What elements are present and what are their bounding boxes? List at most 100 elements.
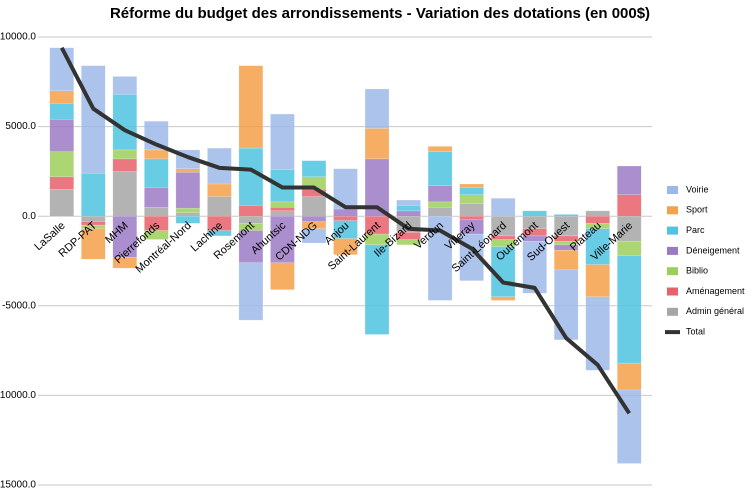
legend-label: Sport <box>686 205 708 215</box>
bar-segment <box>617 362 642 391</box>
bar-segment <box>333 220 358 239</box>
bar-segment <box>459 215 484 221</box>
bar-segment <box>459 203 484 217</box>
bar-segment <box>585 264 610 298</box>
bar-segment <box>49 103 74 120</box>
bar-segment <box>270 113 295 170</box>
bar-segment <box>207 196 232 217</box>
bar-segment <box>617 165 642 195</box>
legend-swatch <box>667 186 678 194</box>
bar-segment <box>175 212 201 217</box>
bar-segment <box>553 269 579 341</box>
y-tick-label: -5000.0 <box>2 300 36 311</box>
bar-segment <box>301 160 327 178</box>
legend-label: Parc <box>686 225 705 235</box>
bar-segment <box>585 296 610 371</box>
bar-segment <box>427 146 453 152</box>
bar-segment <box>175 207 201 213</box>
bar-segment <box>270 206 295 212</box>
bar-segment <box>617 194 642 217</box>
legend-swatch <box>667 226 678 235</box>
y-tick-label: -15000.0 <box>0 480 36 491</box>
y-tick-label: 0.0 <box>22 211 36 222</box>
bar-segment <box>238 147 264 206</box>
bar-segment <box>112 171 138 217</box>
bar-segment <box>617 255 642 364</box>
bar-segment <box>238 205 264 217</box>
bar-segment <box>112 257 138 269</box>
chart-title: Réforme du budget des arrondissements - … <box>110 5 650 22</box>
total-line <box>59 46 631 415</box>
legend-label: Admin général <box>686 306 744 316</box>
bar-segment <box>333 208 358 217</box>
legend-label: Total <box>686 326 705 336</box>
bar-segment <box>175 168 201 173</box>
bar-segment <box>617 241 642 256</box>
bar-segment <box>396 205 421 212</box>
bar-segment <box>427 215 453 301</box>
bar-segment <box>490 296 516 301</box>
bar-segment <box>144 149 169 160</box>
bar-segment <box>175 172 201 209</box>
bar-segment <box>81 228 106 260</box>
legend-label: Aménagement <box>686 286 745 296</box>
bar-segment <box>490 198 516 217</box>
bar-segment <box>207 230 232 237</box>
bar-segment <box>553 214 579 217</box>
bar-segment <box>270 210 295 217</box>
legend-swatch <box>667 246 678 255</box>
bar-segment <box>427 206 453 217</box>
bar-segment <box>364 128 390 160</box>
bar-segment <box>49 90 74 104</box>
bar-segment <box>617 389 642 464</box>
bar-segment <box>396 239 421 246</box>
bar-segment <box>144 206 169 217</box>
bar-segment <box>175 215 201 224</box>
legend-swatch <box>667 267 678 276</box>
bar-segment <box>207 183 232 197</box>
bar-segment <box>144 158 169 188</box>
bar-segment <box>81 215 106 222</box>
bar-segment <box>396 199 421 206</box>
legend-swatch <box>667 206 678 215</box>
y-tick-label: -10000.0 <box>0 390 36 401</box>
bar-segment <box>144 187 169 208</box>
bar-segment <box>459 194 484 204</box>
bar-segment <box>364 244 390 335</box>
bar-segment <box>427 151 453 186</box>
bar-segment <box>112 76 138 95</box>
bar-segment <box>238 262 264 321</box>
bar-segment <box>270 262 295 290</box>
bar-segment <box>333 215 358 221</box>
bar-segment <box>585 210 610 217</box>
bar-segment <box>144 230 169 240</box>
bar-segment <box>522 210 547 217</box>
bar-segment <box>49 151 74 178</box>
bar-segment <box>112 149 138 160</box>
bar-segment <box>49 47 74 92</box>
bar-segment <box>49 176 74 190</box>
bar-segment <box>459 183 484 188</box>
legend-swatch <box>667 307 678 316</box>
bar-segment <box>49 189 74 217</box>
y-tick-label: 5000.0 <box>5 121 36 132</box>
legend-label: Déneigement <box>686 245 740 255</box>
legend-label: Voirie <box>686 184 709 194</box>
bar-segment <box>522 241 547 294</box>
bar-segment <box>396 210 421 217</box>
bar-segment <box>427 185 453 203</box>
bar-segment <box>112 158 138 172</box>
bar-segment <box>301 228 327 244</box>
bar-segment <box>270 201 295 208</box>
bar-segment <box>49 119 74 152</box>
bar-segment <box>301 196 327 217</box>
bar-segment <box>238 65 264 149</box>
bar-segment <box>364 88 390 129</box>
bar-segment <box>81 172 106 217</box>
bar-segment <box>427 201 453 208</box>
bar-segment <box>333 238 358 255</box>
bar-segment <box>81 65 106 174</box>
legend-label: Biblio <box>686 266 708 276</box>
